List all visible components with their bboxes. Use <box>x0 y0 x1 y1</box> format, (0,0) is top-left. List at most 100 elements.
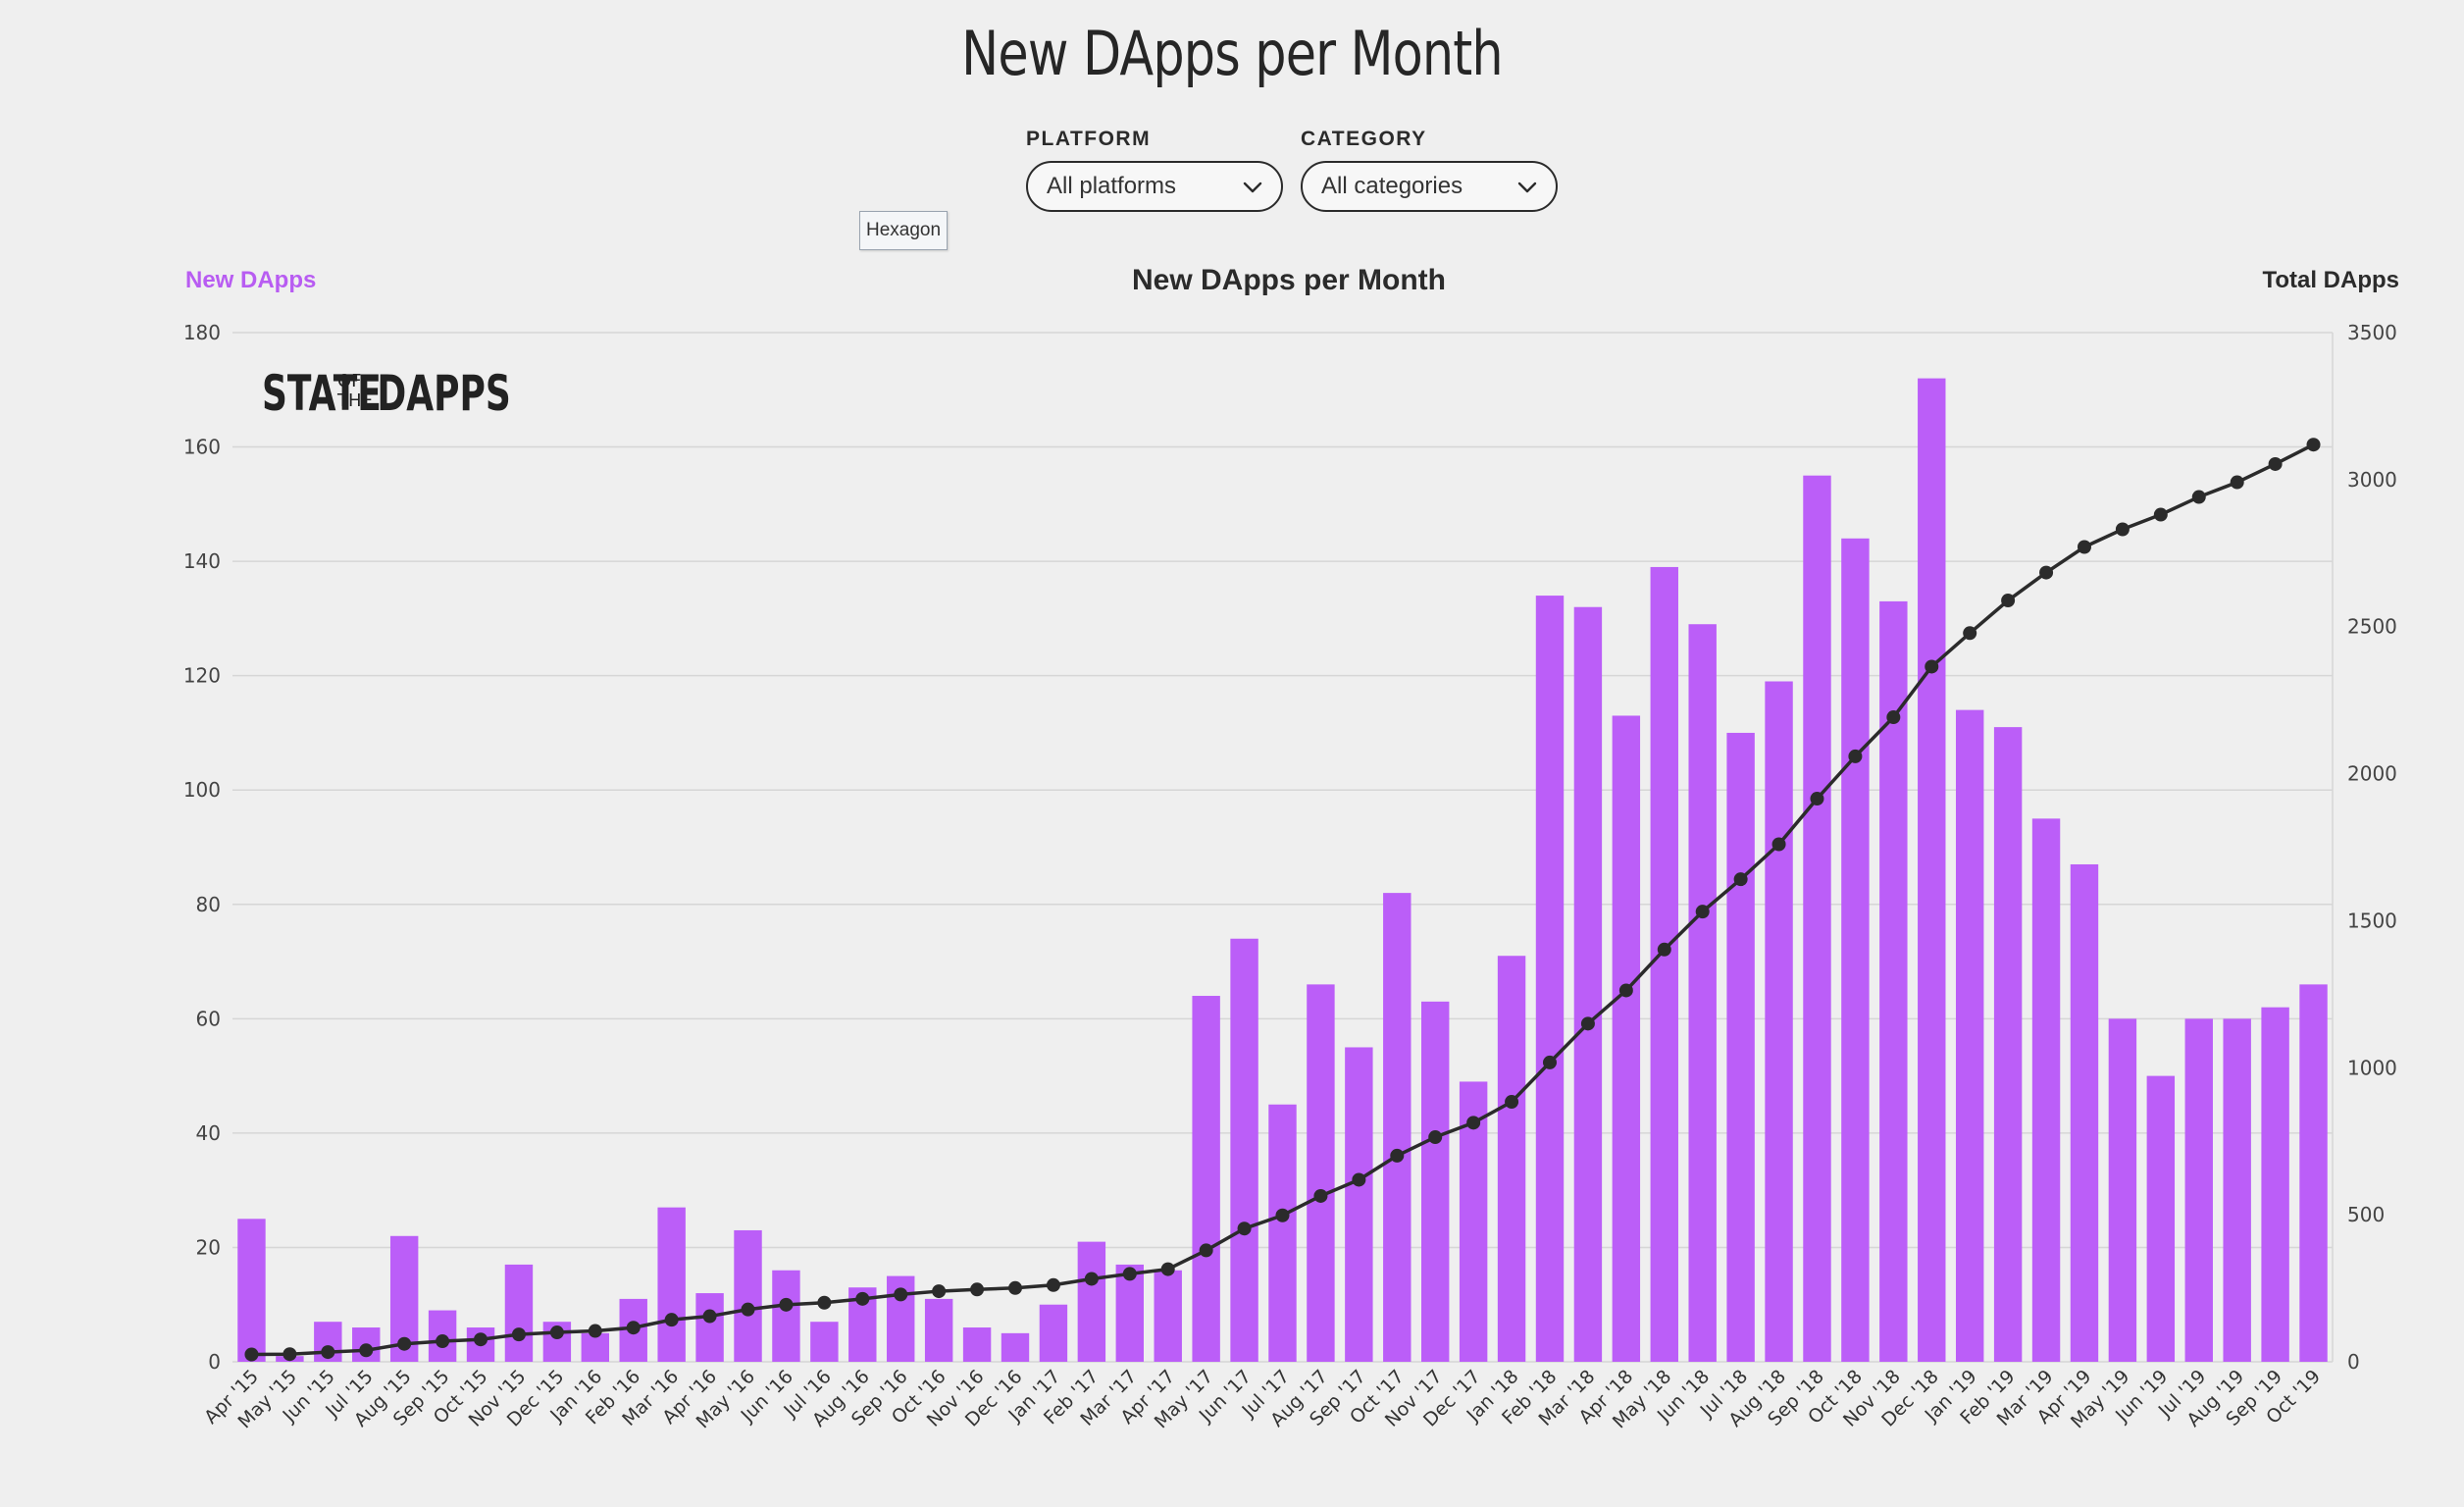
line-point[interactable] <box>474 1332 488 1347</box>
bar[interactable] <box>1154 1270 1182 1362</box>
bar[interactable] <box>1573 606 1603 1362</box>
line-point[interactable] <box>932 1284 947 1299</box>
bar[interactable] <box>657 1207 686 1362</box>
line-point[interactable] <box>1657 942 1671 957</box>
line-point[interactable] <box>2191 490 2206 504</box>
line-point[interactable] <box>2115 522 2130 537</box>
line-point[interactable] <box>1695 905 1710 919</box>
bar[interactable] <box>1650 566 1678 1362</box>
bar[interactable] <box>734 1229 762 1362</box>
line-point[interactable] <box>588 1324 602 1338</box>
line-point[interactable] <box>1352 1172 1366 1187</box>
bar[interactable] <box>2261 1007 2289 1362</box>
bar[interactable] <box>1688 624 1717 1362</box>
bar[interactable] <box>1115 1264 1144 1362</box>
bar[interactable] <box>1955 709 1984 1362</box>
line-point[interactable] <box>1275 1208 1290 1222</box>
bar[interactable] <box>1726 732 1755 1362</box>
line-point[interactable] <box>817 1295 832 1310</box>
line-point[interactable] <box>1925 659 1939 674</box>
line-point[interactable] <box>779 1297 794 1312</box>
bar[interactable] <box>1345 1047 1373 1362</box>
line-point[interactable] <box>2306 438 2321 452</box>
line-point[interactable] <box>664 1313 679 1327</box>
line-point[interactable] <box>702 1309 717 1324</box>
category-select[interactable]: All categories <box>1301 161 1558 212</box>
bar[interactable] <box>237 1219 266 1362</box>
bar[interactable] <box>2146 1075 2176 1362</box>
line-point[interactable] <box>1046 1277 1060 1292</box>
bar[interactable] <box>2299 984 2328 1362</box>
line-point[interactable] <box>1160 1262 1175 1276</box>
line-point[interactable] <box>359 1343 374 1358</box>
bar[interactable] <box>2108 1018 2137 1362</box>
bar[interactable] <box>2031 818 2061 1362</box>
line-point[interactable] <box>2039 565 2054 580</box>
line-point[interactable] <box>1199 1243 1213 1258</box>
bar[interactable] <box>581 1332 610 1362</box>
bar[interactable] <box>1765 681 1793 1362</box>
line-point[interactable] <box>549 1325 564 1340</box>
bar[interactable] <box>1421 1001 1450 1362</box>
line-point[interactable] <box>1505 1095 1519 1110</box>
line-point[interactable] <box>321 1345 335 1360</box>
line-point[interactable] <box>397 1336 412 1351</box>
line-point[interactable] <box>511 1327 526 1342</box>
line-point[interactable] <box>1618 983 1633 998</box>
line-point[interactable] <box>1390 1148 1405 1163</box>
bar[interactable] <box>1841 538 1870 1362</box>
bar[interactable] <box>1230 938 1258 1362</box>
bar[interactable] <box>1192 996 1220 1362</box>
bar[interactable] <box>504 1264 534 1362</box>
line-point[interactable] <box>970 1282 985 1297</box>
bar[interactable] <box>1307 984 1335 1362</box>
bar[interactable] <box>1268 1104 1297 1362</box>
bar[interactable] <box>695 1293 724 1362</box>
line-point[interactable] <box>1963 626 1977 641</box>
line-point[interactable] <box>1848 749 1863 763</box>
line-point[interactable] <box>855 1291 870 1306</box>
line-point[interactable] <box>1122 1267 1137 1281</box>
bar[interactable] <box>1918 378 1946 1363</box>
platform-select[interactable]: All platforms <box>1026 161 1283 212</box>
line-point[interactable] <box>1810 792 1824 806</box>
line-point[interactable] <box>2153 507 2168 522</box>
line-point[interactable] <box>1542 1055 1557 1069</box>
line-point[interactable] <box>1733 872 1748 887</box>
line-point[interactable] <box>1008 1280 1023 1295</box>
line-point[interactable] <box>2001 594 2016 608</box>
line-point[interactable] <box>1886 710 1901 725</box>
line-point[interactable] <box>1771 837 1786 852</box>
line-point[interactable] <box>436 1334 450 1349</box>
line-point[interactable] <box>626 1321 641 1335</box>
line-point[interactable] <box>894 1287 908 1302</box>
bar[interactable] <box>810 1322 839 1362</box>
bar[interactable] <box>924 1298 953 1362</box>
bar[interactable] <box>772 1270 800 1362</box>
bar[interactable] <box>1803 475 1831 1362</box>
bar[interactable] <box>2070 863 2099 1362</box>
line-point[interactable] <box>1580 1016 1595 1031</box>
line-point[interactable] <box>1084 1272 1099 1286</box>
line-point[interactable] <box>1313 1188 1328 1203</box>
bar[interactable] <box>1993 727 2023 1362</box>
bar[interactable] <box>1383 893 1412 1362</box>
bar[interactable] <box>2223 1018 2251 1362</box>
bar[interactable] <box>1497 956 1526 1362</box>
line-point[interactable] <box>2230 475 2244 490</box>
line-point[interactable] <box>741 1302 755 1317</box>
bar[interactable] <box>1077 1241 1106 1362</box>
bar[interactable] <box>2184 1018 2213 1362</box>
line-point[interactable] <box>2268 456 2283 471</box>
bar[interactable] <box>1612 715 1641 1362</box>
line-point[interactable] <box>1237 1221 1252 1236</box>
bar[interactable] <box>1039 1304 1068 1362</box>
line-point[interactable] <box>282 1347 297 1362</box>
line-point[interactable] <box>1466 1116 1481 1130</box>
line-point[interactable] <box>1428 1130 1443 1145</box>
line-point[interactable] <box>2077 540 2091 554</box>
bar[interactable] <box>1535 596 1565 1362</box>
bar[interactable] <box>962 1327 992 1362</box>
bar[interactable] <box>1001 1332 1030 1362</box>
line-point[interactable] <box>244 1347 259 1362</box>
